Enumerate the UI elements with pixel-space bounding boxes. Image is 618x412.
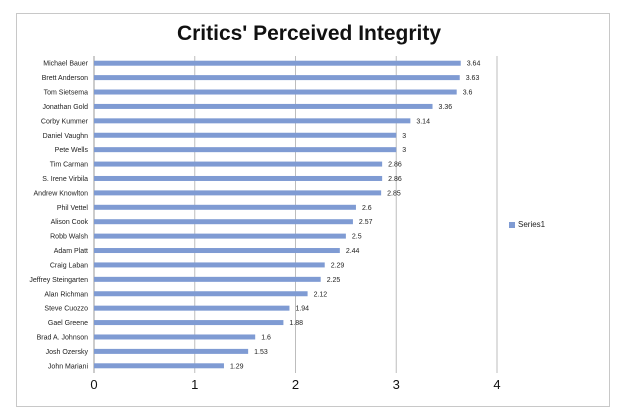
legend-label: Series1 bbox=[518, 220, 546, 229]
x-tick-label: 3 bbox=[393, 377, 400, 392]
category-label: Andrew Knowlton bbox=[34, 190, 89, 197]
bar bbox=[94, 363, 224, 369]
bar bbox=[94, 89, 457, 95]
bar bbox=[94, 132, 397, 138]
data-label: 2.57 bbox=[359, 219, 373, 226]
bar bbox=[94, 348, 249, 354]
bar bbox=[94, 233, 346, 239]
category-label: Gael Greene bbox=[48, 320, 88, 327]
category-label: Craig Laban bbox=[50, 262, 88, 269]
category-label: Josh Ozersky bbox=[46, 349, 89, 356]
category-label: Pete Wells bbox=[55, 147, 89, 154]
x-tick-label: 2 bbox=[292, 377, 299, 392]
data-label: 3.36 bbox=[439, 104, 453, 111]
category-label: Michael Bauer bbox=[43, 61, 88, 68]
data-label: 2.12 bbox=[314, 291, 328, 298]
data-label: 2.6 bbox=[362, 205, 372, 212]
category-label: Corby Kummer bbox=[41, 118, 89, 125]
data-label: 1.6 bbox=[261, 334, 271, 341]
data-label: 3.63 bbox=[466, 75, 480, 82]
bar bbox=[94, 320, 284, 326]
category-label: Daniel Vaughn bbox=[43, 133, 89, 140]
category-label: Brad A. Johnson bbox=[37, 334, 88, 341]
category-label: John Mariani bbox=[48, 363, 89, 370]
x-tick-label: 1 bbox=[191, 377, 198, 392]
bar bbox=[94, 60, 461, 66]
category-label: Adam Platt bbox=[54, 248, 88, 255]
category-label: Tom Sietsema bbox=[44, 90, 88, 97]
bar bbox=[94, 305, 290, 311]
data-label: 1.88 bbox=[289, 320, 303, 327]
bar bbox=[94, 147, 397, 153]
bar bbox=[94, 118, 411, 124]
bar bbox=[94, 103, 433, 109]
data-label: 1.94 bbox=[295, 306, 309, 313]
category-label: Tim Carman bbox=[50, 162, 88, 169]
bar bbox=[94, 175, 383, 181]
data-label: 2.44 bbox=[346, 248, 360, 255]
category-label: Jeffrey Steingarten bbox=[29, 277, 88, 284]
data-label: 2.25 bbox=[327, 277, 341, 284]
category-label: Steve Cuozzo bbox=[44, 306, 88, 313]
category-label: Phil Vettel bbox=[57, 205, 89, 212]
x-tick-label: 4 bbox=[493, 377, 500, 392]
data-label: 2.86 bbox=[388, 176, 402, 183]
bar bbox=[94, 190, 382, 196]
bar bbox=[94, 161, 383, 167]
data-label: 3 bbox=[402, 133, 406, 140]
data-label: 3.64 bbox=[467, 61, 481, 68]
category-label: Alan Richman bbox=[44, 291, 88, 298]
bar bbox=[94, 262, 325, 268]
bar bbox=[94, 291, 308, 297]
data-label: 1.53 bbox=[254, 349, 268, 356]
legend: Series1 bbox=[509, 220, 545, 229]
category-label: Robb Walsh bbox=[50, 234, 88, 241]
data-label: 3.6 bbox=[463, 90, 473, 97]
category-label: S. Irene Virbila bbox=[42, 176, 88, 183]
data-label: 3 bbox=[402, 147, 406, 154]
data-label: 2.29 bbox=[331, 262, 345, 269]
x-tick-label: 0 bbox=[90, 377, 97, 392]
data-label: 2.5 bbox=[352, 234, 362, 241]
category-label: Alison Cook bbox=[51, 219, 89, 226]
legend-swatch bbox=[509, 221, 515, 228]
bar bbox=[94, 219, 353, 225]
bar bbox=[94, 75, 460, 81]
data-label: 2.86 bbox=[388, 162, 402, 169]
data-label: 2.85 bbox=[387, 190, 401, 197]
bar bbox=[94, 276, 321, 282]
bar bbox=[94, 334, 256, 340]
category-label: Jonathan Gold bbox=[42, 104, 88, 111]
category-label: Brett Anderson bbox=[42, 75, 88, 82]
bar bbox=[94, 248, 340, 254]
data-label: 1.29 bbox=[230, 363, 244, 370]
data-label: 3.14 bbox=[416, 118, 430, 125]
bar bbox=[94, 204, 356, 210]
chart-title: Critics' Perceived Integrity bbox=[176, 22, 442, 45]
